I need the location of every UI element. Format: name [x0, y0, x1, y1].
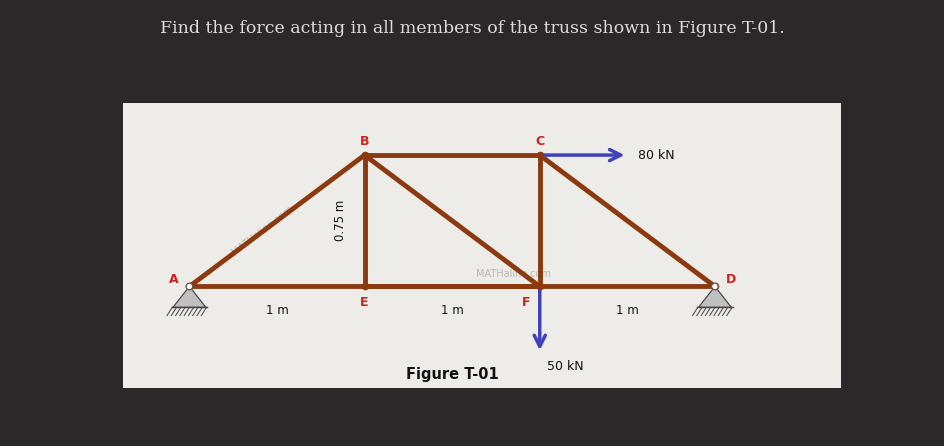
Text: Find the force acting in all members of the truss shown in Figure T-01.: Find the force acting in all members of …	[160, 20, 784, 37]
Text: MATHalino.com: MATHalino.com	[476, 269, 550, 279]
Text: D: D	[725, 273, 735, 286]
Text: A: A	[169, 273, 178, 286]
Text: 1 m: 1 m	[440, 305, 464, 318]
Circle shape	[186, 283, 193, 290]
Text: 1 m: 1 m	[265, 305, 288, 318]
Text: E: E	[360, 296, 368, 309]
Text: Figure T-01: Figure T-01	[405, 367, 498, 381]
Text: MATHalino.com: MATHalino.com	[230, 203, 295, 257]
Text: 0.75 m: 0.75 m	[333, 200, 346, 241]
Text: C: C	[534, 135, 544, 148]
Text: 50 kN: 50 kN	[547, 360, 582, 373]
Text: F: F	[521, 296, 530, 309]
Polygon shape	[698, 286, 731, 307]
Text: 1 m: 1 m	[615, 305, 638, 318]
Circle shape	[711, 283, 717, 290]
Text: B: B	[360, 135, 369, 148]
Polygon shape	[173, 286, 206, 307]
Text: 80 kN: 80 kN	[637, 149, 674, 161]
